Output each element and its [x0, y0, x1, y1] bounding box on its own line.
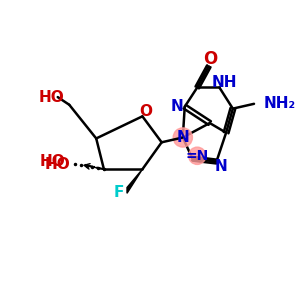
Polygon shape — [127, 169, 142, 193]
Text: HO: HO — [40, 154, 65, 169]
Text: NH₂: NH₂ — [264, 96, 296, 111]
Text: N: N — [215, 159, 228, 174]
Text: N: N — [176, 130, 189, 145]
Circle shape — [173, 128, 192, 147]
Text: F: F — [114, 185, 124, 200]
Text: O: O — [204, 50, 218, 68]
Circle shape — [189, 147, 206, 164]
Text: NH: NH — [212, 75, 237, 90]
Text: HO: HO — [39, 90, 65, 105]
Text: O: O — [139, 104, 152, 119]
Text: N: N — [171, 99, 183, 114]
Text: HO: HO — [44, 157, 70, 172]
Text: =N: =N — [186, 149, 209, 163]
